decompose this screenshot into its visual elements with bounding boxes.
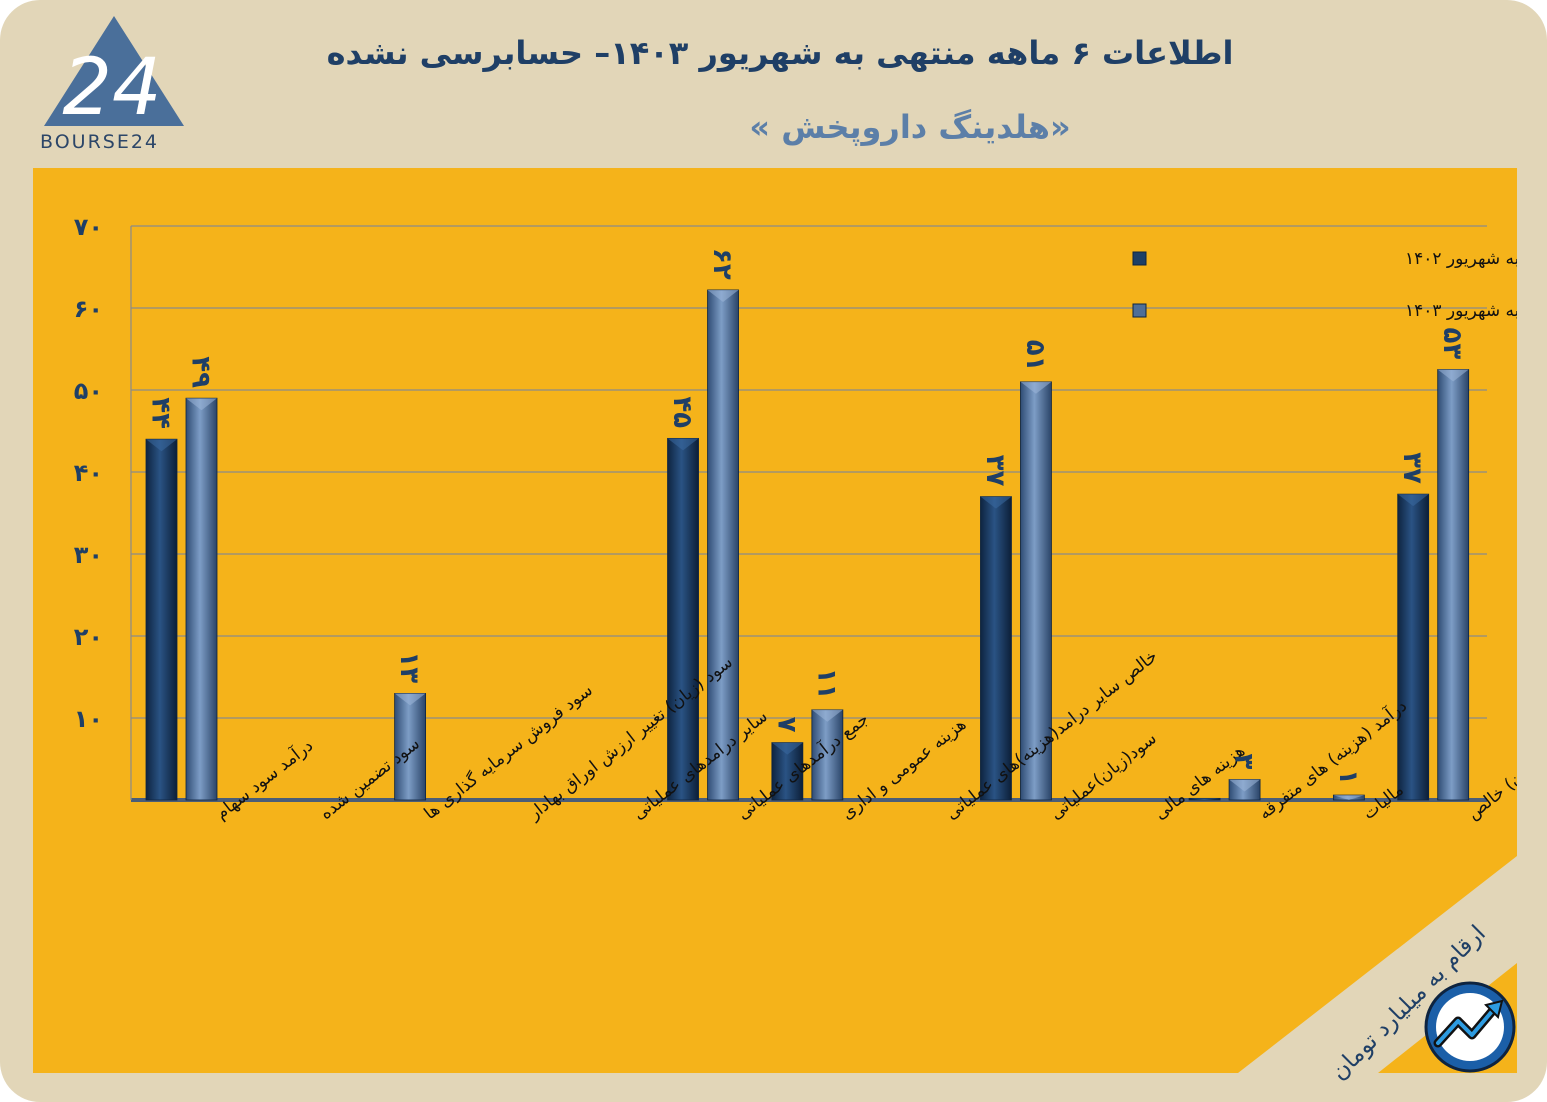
y-tick-label: ۳۰ — [74, 541, 103, 569]
bar-1403 — [185, 397, 218, 801]
y-tick-label: ۴۰ — [74, 459, 103, 487]
bar-bevel — [811, 709, 843, 722]
bar-1403 — [811, 709, 844, 801]
chart-panel: ۱۰ ۲۰ ۳۰ ۴۰ ۵۰ ۶۰ ۷۰ ۴۴ ۴۹ درآمد سود سهام سود تضم… — [33, 168, 1517, 1073]
data-label: ۴۴ — [146, 397, 176, 429]
data-label: ۱۳ — [394, 651, 424, 683]
bar-1402 — [1397, 493, 1430, 801]
legend-label: عملکرد منتهی به شهریور ۱۴۰۳ — [1405, 301, 1517, 321]
bar-1403 — [1020, 381, 1052, 801]
bar-1403 — [707, 289, 739, 801]
logo-text: BOURSE24 — [40, 131, 160, 153]
data-label: ۵۱ — [1020, 340, 1050, 372]
bar-bevel — [980, 496, 1012, 509]
category-label: سود فروش سرمایه گذاری ها — [420, 679, 597, 824]
data-label: ۴۵ — [667, 396, 697, 428]
bar-bevel — [146, 439, 177, 452]
bar-bevel — [1397, 494, 1429, 507]
y-tick-label: ۷۰ — [74, 213, 103, 241]
page-title: اطلاعات ۶ ماهه منتهی به شهریور ۱۴۰۳– حسا… — [326, 34, 1234, 72]
data-label: ۱۱ — [811, 668, 841, 700]
bar-bevel — [771, 742, 803, 755]
legend-swatch — [1132, 251, 1147, 266]
bar-bevel — [667, 438, 699, 451]
bar-bevel — [1020, 381, 1052, 394]
y-tick-label: ۲۰ — [74, 623, 103, 651]
bourse24-logo: 24 — [44, 16, 184, 133]
category-label: سود(زیان)عملیاتی — [1046, 729, 1160, 824]
y-tick-label: ۶۰ — [74, 295, 103, 323]
legend-swatch — [1132, 303, 1147, 318]
logo-number: 24 — [62, 43, 161, 133]
bar-bevel — [1333, 795, 1365, 800]
bar-1403 — [1437, 369, 1470, 801]
bar-bevel — [186, 398, 217, 411]
y-tick-label: ۱۰ — [74, 705, 103, 733]
legend-label: عملکرد منتهی به شهریور ۱۴۰۲ — [1405, 249, 1517, 269]
bar-bevel — [394, 693, 426, 706]
data-label: ۷ — [771, 717, 801, 733]
trend-arrow-icon — [1424, 981, 1516, 1073]
category-label: سود(زیان) خالص — [1464, 733, 1517, 824]
bar-1402 — [980, 496, 1012, 801]
data-label: ۳۷ — [1397, 452, 1427, 484]
bar-bevel — [1229, 779, 1261, 792]
data-label: ۱ — [1333, 769, 1363, 785]
data-label: ۳۷ — [980, 455, 1010, 487]
bar-bevel — [1189, 798, 1221, 800]
data-label: ۶۲ — [707, 248, 737, 280]
data-label: ۳ — [1229, 754, 1259, 770]
category-label: درآمد سود سهام — [211, 734, 317, 824]
y-tick-label: ۵۰ — [74, 377, 103, 405]
bar-bevel — [707, 289, 739, 302]
data-label: ۴۹ — [186, 356, 216, 388]
bar-bevel — [1437, 369, 1469, 382]
bar-1402 — [667, 437, 699, 801]
bar-1402 — [145, 438, 178, 801]
company-subtitle: «هلدینگ داروپخش » — [749, 108, 1071, 146]
data-label: ۵۳ — [1437, 328, 1467, 360]
